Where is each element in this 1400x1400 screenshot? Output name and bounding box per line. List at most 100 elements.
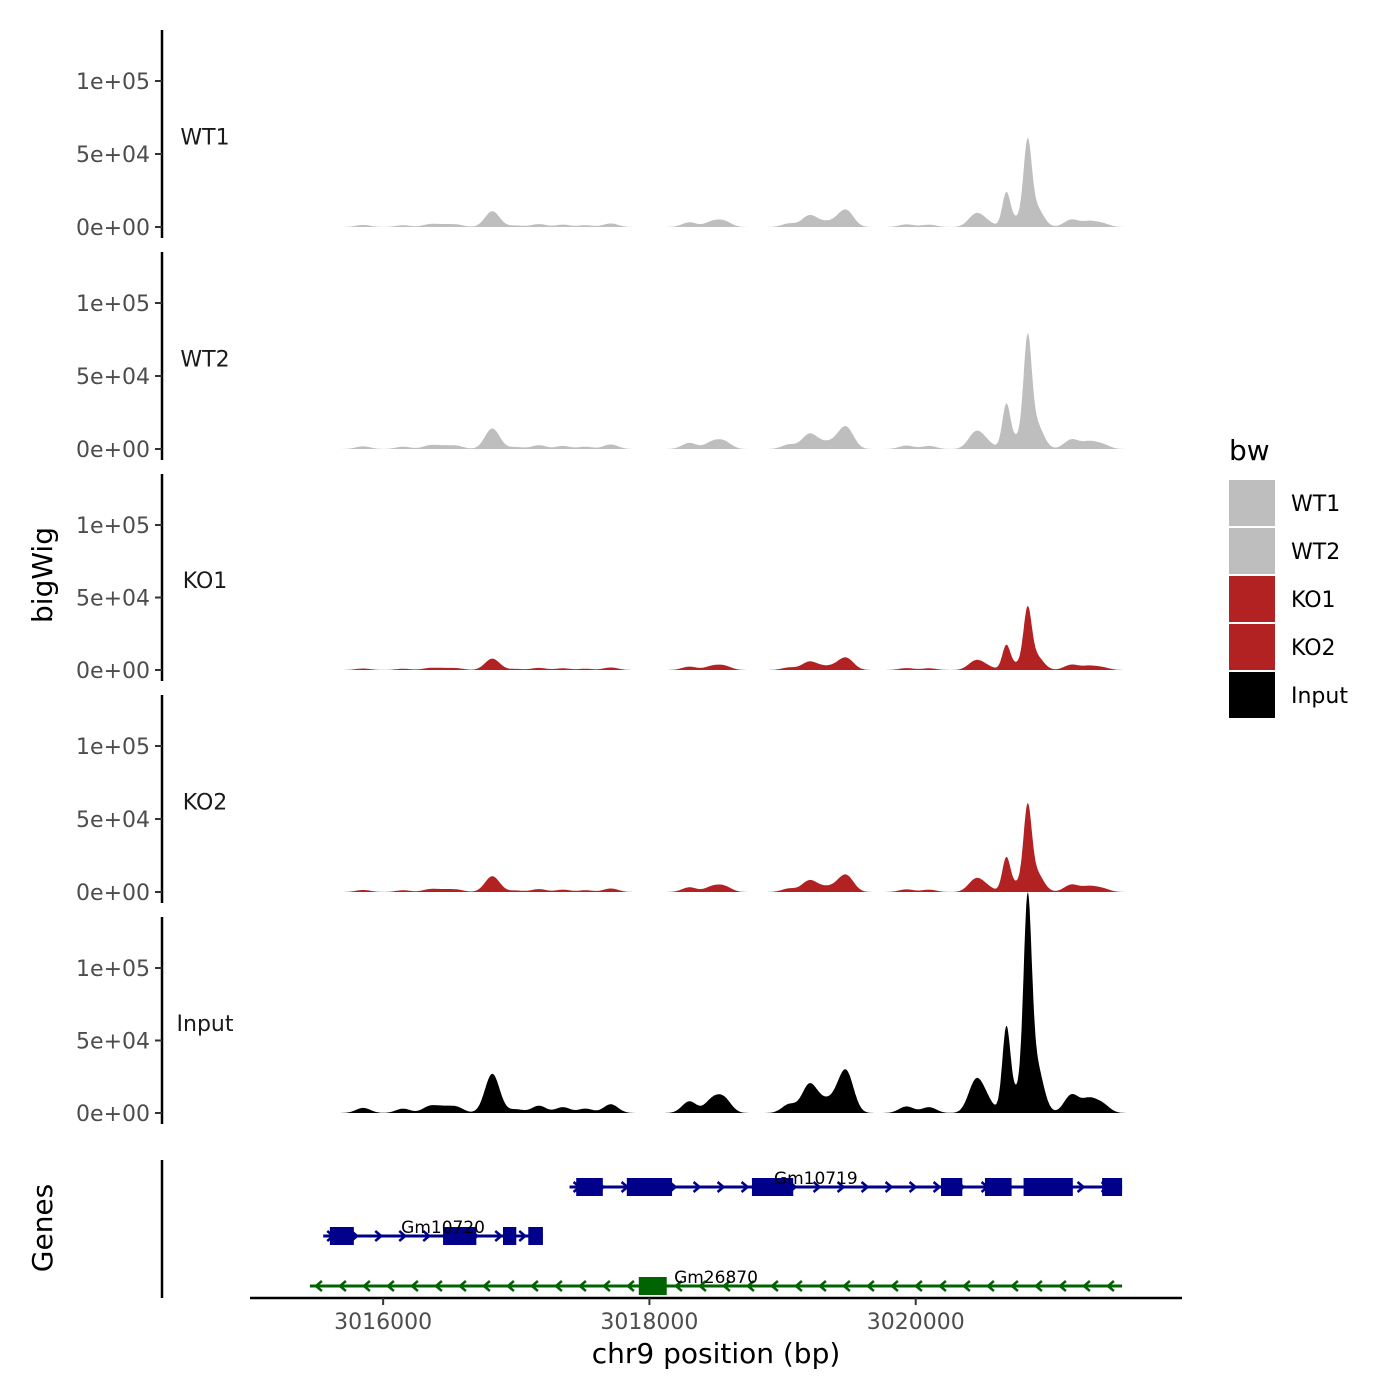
strand-arrow: [716, 1181, 726, 1193]
gene-label: Gm10719: [774, 1169, 858, 1189]
gene-exon: [941, 1178, 963, 1196]
y-tick-label: 1e+05: [76, 735, 150, 760]
legend-swatch: [1229, 624, 1275, 670]
legend-label: WT2: [1291, 540, 1340, 565]
legend-title: bw: [1229, 434, 1270, 467]
gene-exon: [329, 1227, 354, 1245]
y-tick-label: 0e+00: [76, 216, 150, 241]
strand-arrow: [745, 1280, 755, 1292]
strand-arrow: [494, 1230, 504, 1242]
track-label: KO2: [183, 790, 228, 815]
gene-exon: [751, 1178, 794, 1196]
x-axis: 3016000 3018000 3020000: [250, 1296, 1182, 1335]
x-tick-label: 3020000: [867, 1310, 965, 1335]
strand-arrow: [553, 1280, 563, 1292]
strand-arrow: [529, 1280, 539, 1292]
legend-label: WT1: [1291, 492, 1340, 517]
y-tick-label: 1e+05: [76, 957, 150, 982]
strand-arrow: [865, 1280, 875, 1292]
legend-label: KO2: [1291, 636, 1336, 661]
y-tick-label: 5e+04: [76, 365, 150, 390]
track-label: WT2: [180, 347, 229, 372]
strand-arrow: [692, 1181, 702, 1193]
strand-arrow: [398, 1230, 408, 1242]
legend-swatch: [1229, 672, 1275, 718]
strand-arrow: [697, 1280, 707, 1292]
bigwig-tracks: 0e+005e+041e+05WT10e+005e+041e+05WT20e+0…: [76, 30, 1129, 1127]
y-tick-label: 0e+00: [76, 659, 150, 684]
strand-arrow: [793, 1280, 803, 1292]
gene-exon: [1023, 1178, 1073, 1196]
strand-arrow: [817, 1280, 827, 1292]
gene-gm10719: Gm10719: [569, 1169, 1123, 1196]
strand-arrow: [601, 1280, 611, 1292]
strand-arrow: [740, 1181, 750, 1193]
strand-arrow: [1105, 1280, 1115, 1292]
x-tick-label: 3018000: [600, 1310, 698, 1335]
genes-axis-label: Genes: [26, 1184, 59, 1272]
track-wt1: 0e+00 5e+04 1e+05 WT1: [76, 30, 1129, 241]
gene-exon: [576, 1178, 603, 1196]
track-label: KO1: [183, 569, 228, 594]
strand-arrow: [422, 1230, 432, 1242]
strand-arrow: [518, 1230, 528, 1242]
strand-arrow: [985, 1280, 995, 1292]
strand-arrow: [625, 1280, 635, 1292]
y-tick-label: 0e+00: [76, 881, 150, 906]
strand-arrow: [433, 1280, 443, 1292]
y-tick-label: 5e+04: [76, 1030, 150, 1055]
strand-arrow: [505, 1280, 515, 1292]
gene-exon: [528, 1227, 543, 1245]
strand-arrow: [889, 1280, 899, 1292]
strand-arrow: [721, 1280, 731, 1292]
track-label: WT1: [180, 125, 229, 150]
strand-arrow: [1009, 1280, 1019, 1292]
strand-arrow: [457, 1280, 467, 1292]
track-label: Input: [177, 1012, 234, 1037]
track-area: [316, 803, 1129, 892]
track-area: [316, 606, 1129, 670]
track-area: [316, 333, 1129, 449]
strand-arrow: [932, 1181, 942, 1193]
strand-arrow: [812, 1181, 822, 1193]
x-tick-label: 3016000: [334, 1310, 432, 1335]
legend: bw WT1 WT2 KO1 KO2 Input: [1229, 434, 1348, 718]
strand-arrow: [337, 1280, 347, 1292]
y-tick-label: 1e+05: [76, 70, 150, 95]
y-axis-label: bigWig: [26, 527, 59, 623]
strand-arrow: [884, 1181, 894, 1193]
strand-arrow: [385, 1280, 395, 1292]
strand-arrow: [937, 1280, 947, 1292]
strand-arrow: [961, 1280, 971, 1292]
strand-arrow: [1033, 1280, 1043, 1292]
strand-arrow: [673, 1280, 683, 1292]
legend-swatch: [1229, 528, 1275, 574]
track-ko1: 0e+00 5e+04 1e+05 KO1: [76, 474, 1129, 684]
gene-label: Gm10720: [401, 1218, 485, 1238]
strand-arrow: [841, 1280, 851, 1292]
strand-arrow: [481, 1280, 491, 1292]
legend-swatch: [1229, 576, 1275, 622]
strand-arrow: [374, 1230, 384, 1242]
gene-gm10720: Gm10720: [323, 1218, 543, 1245]
legend-label: Input: [1291, 684, 1348, 709]
gene-exon: [984, 1178, 1012, 1196]
y-tick-label: 5e+04: [76, 143, 150, 168]
track-area: [316, 892, 1129, 1113]
strand-arrow: [836, 1181, 846, 1193]
strand-arrow: [913, 1280, 923, 1292]
gene-label: Gm26870: [674, 1268, 758, 1288]
strand-arrow: [860, 1181, 870, 1193]
strand-arrow: [409, 1280, 419, 1292]
strand-arrow: [1057, 1280, 1067, 1292]
genes-panel: Gm10719 Gm10720 Gm26870: [160, 1160, 1123, 1298]
strand-arrow: [577, 1280, 587, 1292]
track-wt2: 0e+00 5e+04 1e+05 WT2: [76, 252, 1129, 463]
gene-exon: [1102, 1178, 1123, 1196]
strand-arrow: [313, 1280, 323, 1292]
strand-arrow: [361, 1280, 371, 1292]
gene-exon: [443, 1227, 477, 1245]
y-tick-label: 0e+00: [76, 1102, 150, 1127]
y-tick-label: 5e+04: [76, 808, 150, 833]
